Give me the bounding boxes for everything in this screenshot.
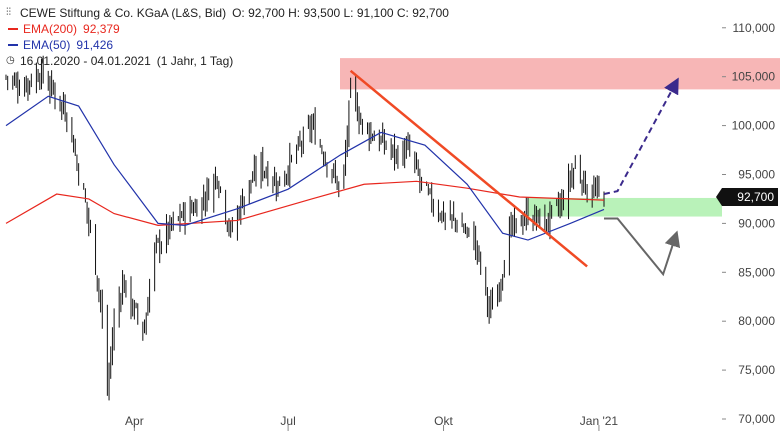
resistance-zone <box>340 58 780 90</box>
x-tick-label-3: Jan '21 <box>580 414 619 428</box>
ohlc-readout: O: 92,700 H: 93,500 L: 91,100 C: 92,700 <box>232 6 449 20</box>
y-tick-label-3: 85,000 <box>738 265 775 279</box>
legend-title-row: ⫶⫶ CEWE Stiftung & Co. KGaA (L&S, Bid) O… <box>6 5 449 21</box>
y-tick-label-1: 75,000 <box>738 363 775 377</box>
y-tick-label-2: 80,000 <box>738 314 775 328</box>
x-tick-label-0: Apr <box>125 414 144 428</box>
chart-legend: ⫶⫶ CEWE Stiftung & Co. KGaA (L&S, Bid) O… <box>6 5 449 69</box>
x-tick-label-1: Jul <box>280 414 295 428</box>
legend-period-row: ◷ 16.01.2020 - 04.01.2021 (1 Jahr, 1 Tag… <box>6 53 449 69</box>
y-tick-label-6: 100,000 <box>732 119 776 133</box>
y-tick-label-7: 105,000 <box>732 70 776 84</box>
last-price-tag <box>716 187 778 206</box>
legend-ema50-row[interactable]: EMA(50) 91,426 <box>6 37 449 53</box>
y-tick-label-8: 110,000 <box>733 21 776 35</box>
ema50-value: 91,426 <box>76 38 114 52</box>
period-label: (1 Jahr, 1 Tag) <box>156 54 234 68</box>
y-tick-label-0: 70,000 <box>738 412 775 426</box>
last-price-label: 92,700 <box>737 190 774 204</box>
ema200-label: EMA(200) <box>23 22 78 36</box>
candlestick-icon: ⫶⫶ <box>6 7 11 18</box>
ema50-swatch <box>8 44 18 46</box>
instrument-title: CEWE Stiftung & Co. KGaA (L&S, Bid) <box>20 6 227 20</box>
ema200-value: 92,379 <box>83 22 120 36</box>
legend-ema200-row[interactable]: EMA(200) 92,379 <box>6 21 449 37</box>
bullish-scenario-arrow <box>603 77 679 196</box>
ema50-line <box>5 95 605 241</box>
bearish-scenario-arrow <box>604 217 681 277</box>
y-tick-label-5: 95,000 <box>738 167 775 181</box>
clock-icon: ◷ <box>6 55 15 66</box>
date-range: 16.01.2020 - 04.01.2021 <box>20 54 151 68</box>
ema200-line <box>5 180 605 226</box>
ema200-swatch <box>8 28 18 30</box>
downtrend-line <box>349 69 588 268</box>
x-tick-label-2: Okt <box>434 414 453 428</box>
y-tick-label-4: 90,000 <box>738 216 775 230</box>
ema50-label: EMA(50) <box>23 38 71 52</box>
support-zone <box>528 197 722 217</box>
